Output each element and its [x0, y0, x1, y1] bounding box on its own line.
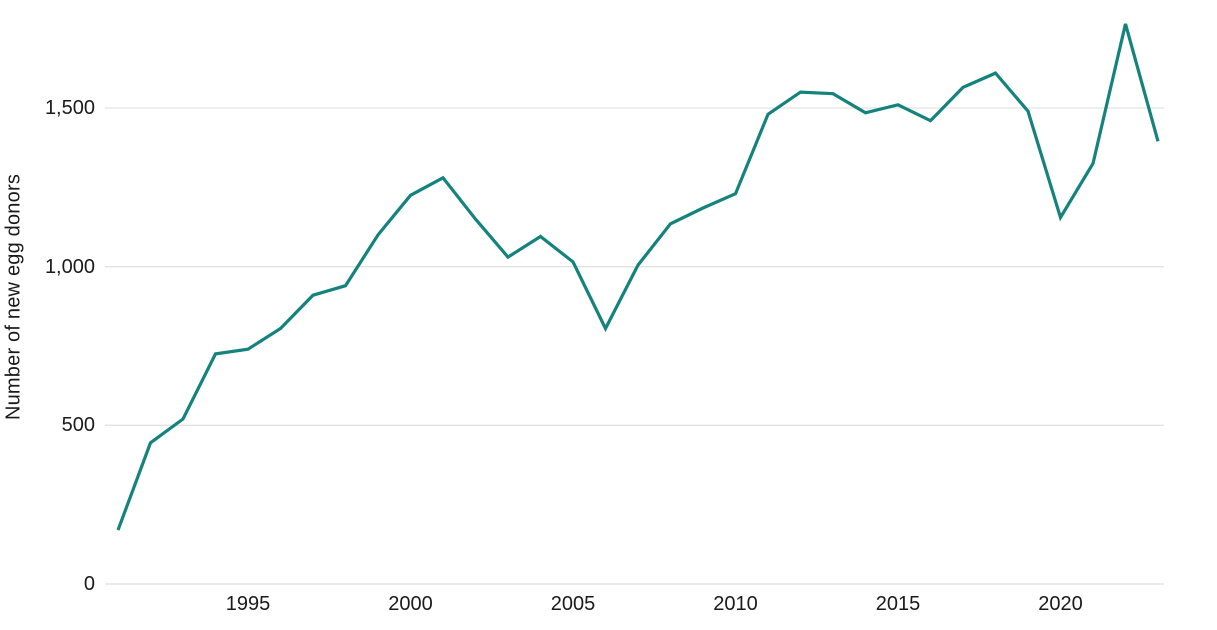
data-line-new-egg-donors [116, 23, 1160, 531]
y-tick-label: 1,000 [44, 255, 95, 278]
y-tick-label: 1,500 [44, 97, 95, 119]
x-tick-label: 2010 [713, 593, 758, 615]
y-tick-label: 500 [61, 414, 95, 437]
y-tick-label: 0 [83, 573, 95, 595]
x-tick-label: 2005 [550, 593, 596, 615]
x-tick-label: 2020 [1038, 593, 1083, 615]
x-tick-label: 2015 [875, 593, 921, 615]
x-tick-label: 1995 [225, 593, 271, 615]
x-tick-label: 2000 [388, 593, 433, 615]
